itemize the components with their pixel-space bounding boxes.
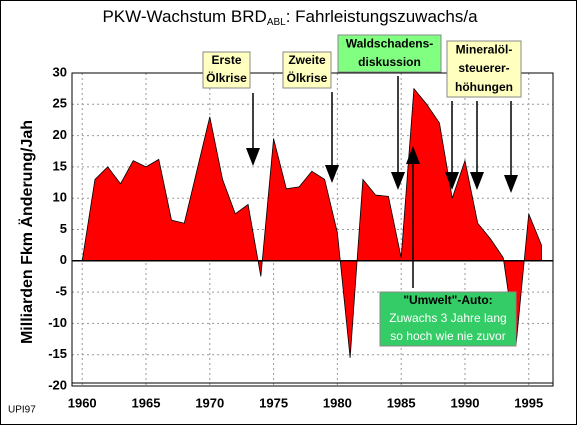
y-tick-label: 0 bbox=[60, 252, 67, 267]
y-tick-label: 20 bbox=[53, 127, 67, 142]
y-tick-label: 10 bbox=[53, 190, 67, 205]
y-tick-label: 5 bbox=[60, 221, 67, 236]
title-subscript: ABL bbox=[267, 17, 286, 28]
x-tick-label: 1985 bbox=[387, 395, 416, 410]
y-axis-label: Milliarden Fkm Änderung/Jah bbox=[18, 120, 36, 344]
title-rest: : Fahrleistungszuwachs/a bbox=[286, 7, 478, 26]
annotation-box bbox=[202, 51, 251, 89]
annotation-box bbox=[446, 40, 522, 98]
footnote: UPI97 bbox=[8, 405, 36, 416]
y-tick-label: -15 bbox=[48, 346, 67, 361]
arrow-head bbox=[325, 165, 339, 183]
annotation-text: Ölkrise bbox=[206, 70, 247, 85]
y-tick-label: -10 bbox=[48, 315, 67, 330]
x-tick-label: 1960 bbox=[68, 395, 97, 410]
annotation-text: "Umwelt"-Auto: bbox=[403, 293, 492, 307]
arrow-head bbox=[246, 148, 260, 166]
plot-area: -20 -15 -10 -5 0 5 10 15 20 25 30 1960 1965 1970 1975 1… bbox=[48, 64, 554, 410]
y-tick-label: 15 bbox=[53, 158, 67, 173]
annotation-text: höhungen bbox=[455, 80, 513, 94]
x-tick-label: 1965 bbox=[132, 395, 161, 410]
area bbox=[81, 87, 542, 358]
arrow-head bbox=[445, 172, 459, 190]
annotation-box bbox=[337, 34, 442, 73]
x-tick-label: 1980 bbox=[323, 395, 352, 410]
x-tick-label: 1990 bbox=[451, 395, 480, 410]
annotation-text: so hoch wie nie zuvor bbox=[390, 329, 505, 343]
arrow-head bbox=[470, 172, 484, 190]
annotation-text: Mineralöl- bbox=[456, 43, 513, 57]
arrow-head bbox=[406, 146, 420, 164]
annotation-text: steuerer- bbox=[458, 61, 509, 75]
arrow-head bbox=[391, 172, 405, 190]
annotation-text: diskussion bbox=[358, 55, 421, 69]
y-tick-label: -5 bbox=[55, 284, 67, 299]
title-main: PKW-Wachstum BRD bbox=[102, 7, 266, 26]
annotations: Erste Ölkrise Zweite Ölkrise Waldschadens-di… bbox=[202, 34, 522, 347]
y-tick-label: 25 bbox=[53, 96, 67, 111]
chart-title: PKW-Wachstum BRDABL: Fahrleistungszuwach… bbox=[102, 7, 478, 27]
x-tick-label: 1975 bbox=[259, 395, 288, 410]
annotation-text: Zuwachs 3 Jahre lang bbox=[389, 311, 506, 325]
x-tick-label: 1970 bbox=[195, 395, 224, 410]
y-tick-label: 30 bbox=[53, 64, 67, 79]
annotation-text: Waldschadens- bbox=[346, 36, 434, 50]
annotation-box bbox=[379, 291, 517, 347]
annotation-box bbox=[282, 51, 332, 89]
x-tick-label: 1995 bbox=[514, 395, 543, 410]
annotation-text: Ölkrise bbox=[287, 70, 328, 85]
annotation-text: Erste bbox=[211, 53, 241, 67]
y-tick-label: -20 bbox=[48, 377, 67, 392]
annotation-text: Zweite bbox=[288, 53, 326, 67]
arrow-head bbox=[504, 175, 518, 193]
